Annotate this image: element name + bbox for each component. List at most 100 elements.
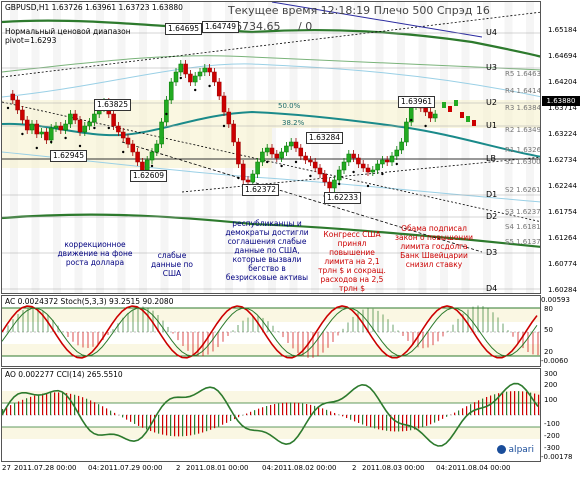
r2-label: R2 1.6349 xyxy=(505,126,541,134)
ac-bar xyxy=(82,332,84,348)
ao-bar xyxy=(158,415,160,434)
ao-bar xyxy=(134,415,136,424)
candle-body xyxy=(149,151,155,161)
level-u3: U3 xyxy=(486,63,497,72)
candle-body xyxy=(82,125,88,133)
candle-body xyxy=(448,106,452,112)
ac-stoch-panel[interactable]: AC 0.0024372 Stoch(5,3,3) 93.2515 90.208… xyxy=(1,295,541,367)
ac-bar xyxy=(247,317,249,332)
ao-title: AO 0.002277 CCI(14) 265.5510 xyxy=(5,370,123,379)
fractal-dot xyxy=(309,174,312,178)
ao-scale-m200: -200 xyxy=(544,432,560,440)
cci-line xyxy=(2,382,539,447)
candle-body xyxy=(77,119,83,133)
session-bar xyxy=(418,2,427,293)
ac-bar xyxy=(62,331,64,332)
fractal-dot xyxy=(64,136,67,140)
candle-body xyxy=(394,149,400,157)
candle-body xyxy=(317,167,323,175)
s1-label: S1 1.6300 xyxy=(505,158,541,166)
ac-bar xyxy=(447,330,449,332)
ao-bar xyxy=(266,406,268,415)
candle-body xyxy=(188,73,193,83)
ao-bar xyxy=(246,413,248,415)
ao-scale-200: 200 xyxy=(544,381,558,389)
ao-cci-panel[interactable]: AO 0.002277 CCI(14) 265.5510 alpari xyxy=(1,368,541,462)
ao-bar xyxy=(282,402,284,415)
ao-bar xyxy=(38,394,40,415)
ac-bar xyxy=(377,310,379,332)
candle-body xyxy=(279,151,284,159)
ac-bar xyxy=(197,332,199,357)
ac-histogram xyxy=(7,305,539,358)
candle-body xyxy=(245,179,251,183)
ao-bar xyxy=(466,406,468,415)
ac-bar xyxy=(342,328,344,332)
price-scale-label: 1.63714 xyxy=(548,104,577,112)
ao-bar xyxy=(366,415,368,426)
ao-bar xyxy=(322,408,324,415)
ac-bar xyxy=(522,332,524,349)
price-tag-high-4: 1.63961 xyxy=(398,96,436,108)
candle-body xyxy=(68,113,73,125)
ac-bar xyxy=(427,332,429,348)
candle-body xyxy=(269,147,275,155)
ao-bar xyxy=(410,415,412,431)
ac-bar xyxy=(77,332,79,346)
annotation-correction: коррекционное движение на фоне роста дол… xyxy=(57,240,133,267)
r5-label: R5 1.6463 xyxy=(505,70,541,78)
ac-bar xyxy=(232,330,234,332)
fractal-dot xyxy=(410,118,413,122)
ac-bar xyxy=(347,322,349,332)
ao-bar xyxy=(194,415,196,435)
fractal-dot xyxy=(35,146,38,150)
ac-scale-bottom: -0.0060 xyxy=(541,357,569,365)
ao-bar xyxy=(538,394,540,415)
price-tag-high-3: 1.64749 xyxy=(202,21,240,33)
ac-bar xyxy=(532,332,534,355)
candle-body xyxy=(221,95,227,113)
ao-bar xyxy=(166,415,168,436)
channel-lower-line xyxy=(2,213,540,248)
ao-bar xyxy=(58,392,60,415)
ao-bar xyxy=(66,393,68,415)
ao-bar xyxy=(358,415,360,423)
trend-line-dotted-2 xyxy=(2,101,540,222)
ao-bar xyxy=(514,391,516,415)
ao-bar xyxy=(482,398,484,415)
price-scale-label: 1.60284 xyxy=(548,286,577,294)
ao-bar xyxy=(190,415,192,436)
fractal-dot xyxy=(122,150,125,154)
ao-bar xyxy=(318,407,320,415)
ao-bar xyxy=(426,415,428,426)
ac-bar xyxy=(537,332,539,356)
s4-label: S4 1.6181 xyxy=(505,223,541,231)
ac-bar xyxy=(477,305,479,332)
fib-50: 50.0% xyxy=(278,102,301,110)
price-scale-label: 1.60774 xyxy=(548,260,577,268)
time-label: 2 xyxy=(352,464,357,472)
candle-body xyxy=(34,123,40,135)
candle-body xyxy=(226,111,232,125)
stoch-signal-line xyxy=(2,307,538,357)
candle-body xyxy=(346,153,352,163)
ao-bar xyxy=(258,408,260,415)
ao-bar xyxy=(178,415,180,437)
ac-bar xyxy=(407,332,409,341)
ao-bar xyxy=(414,415,416,430)
ao-bar xyxy=(150,415,152,432)
ao-bar xyxy=(502,392,504,415)
candle-body xyxy=(63,123,68,131)
ao-bar xyxy=(70,393,72,415)
candle-body xyxy=(389,155,395,163)
ac-bar xyxy=(482,306,484,332)
candle-body xyxy=(125,137,131,145)
price-chart-panel[interactable]: GBPUSD,H1 1.63726 1.63961 1.63723 1.6388… xyxy=(1,1,541,294)
fractal-dot xyxy=(381,172,384,176)
ac-bar xyxy=(172,332,174,334)
ac-bar xyxy=(362,309,364,332)
time-label: 2011.08.01 00:00 xyxy=(186,464,249,472)
ao-bar xyxy=(302,403,304,415)
price-scale-label: 1.64204 xyxy=(548,78,577,86)
